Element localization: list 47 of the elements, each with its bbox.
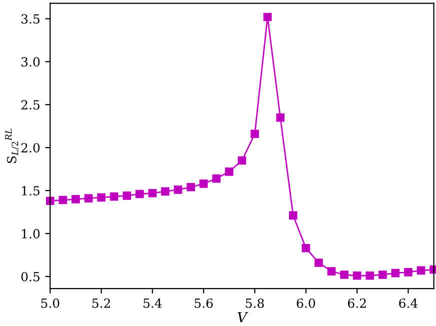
point xyxy=(378,270,387,279)
x-tick-label: 5.6 xyxy=(194,298,213,308)
point xyxy=(288,211,298,220)
point xyxy=(404,268,412,276)
x-tick-label: 6.4 xyxy=(399,298,418,308)
point xyxy=(186,182,195,192)
y-tick-label: 3.0 xyxy=(21,57,40,67)
point xyxy=(263,12,272,22)
point xyxy=(58,196,68,204)
x-tick-label: 5.2 xyxy=(92,298,110,308)
y-tick-label: 0.5 xyxy=(21,272,40,282)
point xyxy=(276,113,285,122)
y-tick-label: 1.0 xyxy=(22,228,40,238)
point xyxy=(97,193,106,202)
x-tick-label: 5.8 xyxy=(246,298,264,308)
point xyxy=(302,244,310,252)
point xyxy=(340,270,348,279)
point xyxy=(416,266,426,275)
point xyxy=(46,196,54,206)
point xyxy=(136,190,144,198)
point xyxy=(212,174,221,183)
x-axis-title: V xyxy=(238,312,248,322)
point xyxy=(314,258,323,267)
point xyxy=(110,192,118,201)
y-tick-label: 2.0 xyxy=(21,143,40,153)
x-tick-label: 5.4 xyxy=(144,298,162,308)
point xyxy=(122,192,132,200)
point xyxy=(366,271,374,280)
point xyxy=(199,180,208,188)
y-tick-label: 2.5 xyxy=(21,100,40,110)
point xyxy=(148,188,157,198)
x-tick-label: 5.0 xyxy=(41,298,60,308)
y-tick-label: 3.5 xyxy=(21,14,40,24)
y-tick-label: 1.5 xyxy=(22,186,40,196)
point xyxy=(391,268,400,278)
point xyxy=(327,267,336,276)
point xyxy=(225,167,234,176)
point xyxy=(84,194,93,202)
x-tick-label: 6.0 xyxy=(296,298,316,308)
point xyxy=(352,271,362,280)
x-tick-label: 6.2 xyxy=(348,298,366,308)
point xyxy=(174,186,182,194)
y-axis-title: S$_{L/2}$$^{RL}$ xyxy=(5,128,19,163)
point xyxy=(72,194,80,204)
point xyxy=(161,187,170,196)
point xyxy=(250,130,259,138)
point xyxy=(238,156,246,165)
